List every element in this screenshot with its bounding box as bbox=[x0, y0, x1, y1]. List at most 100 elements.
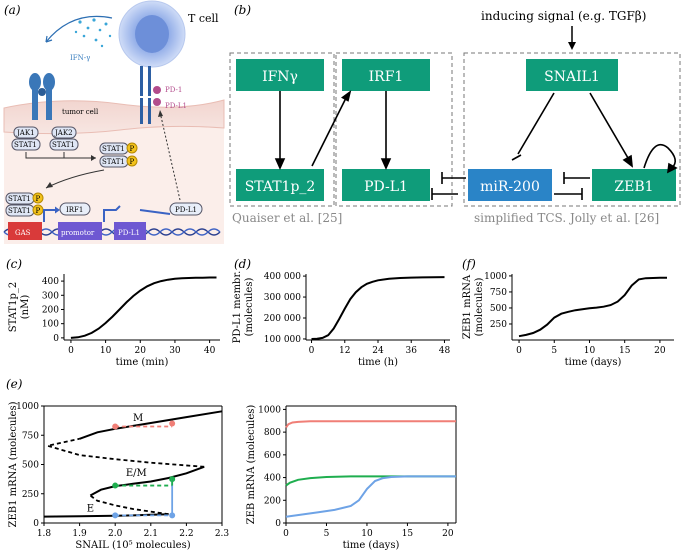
y-tick-label: 250 bbox=[490, 320, 507, 330]
x-axis-label: SNAIL (10⁵ molecules) bbox=[75, 540, 190, 551]
series-line-0 bbox=[285, 420, 456, 429]
y-tick-label: 100 bbox=[42, 320, 59, 330]
stat1n-label-2: STAT1 bbox=[8, 207, 31, 215]
y-tick-label: 200 bbox=[42, 305, 59, 315]
y-axis-label-line2: (nM) bbox=[20, 295, 31, 320]
panel-d-chart: 0 12 24 36 48 100 000 200 000 300 000 400 000 tim… bbox=[232, 257, 450, 368]
panel-a-label: (a) bbox=[4, 3, 21, 17]
caption-quaiser: Quaiser et al. [25] bbox=[232, 211, 342, 225]
y-tick-label: 300 000 bbox=[264, 293, 301, 303]
panel-a-illustration: (a) T cell PD-1 PD-L1 IFN-γ tumor cell J… bbox=[3, 0, 225, 244]
svg-text:SNAIL1: SNAIL1 bbox=[544, 69, 600, 85]
x-tick-label: 40 bbox=[204, 346, 216, 356]
promotor-label: promotor bbox=[61, 229, 95, 237]
caption-jolly: simplified TCS. Jolly et al. [26] bbox=[474, 211, 659, 225]
x-tick-label: 20 bbox=[442, 529, 454, 539]
ifn-receptor bbox=[29, 73, 55, 120]
y-tick-label: 0 bbox=[275, 519, 281, 529]
node-snail1: SNAIL1 bbox=[526, 59, 618, 91]
x-tick-label: 20 bbox=[654, 346, 666, 356]
panel-e-bifurcation-chart: 1.8 1.9 2.0 2.1 2.2 2.3 0 250 500 750 1000 SNAIL (1… bbox=[6, 377, 230, 551]
x-tick-label: 24 bbox=[372, 346, 384, 356]
x-tick-label: 2.0 bbox=[108, 529, 123, 539]
x-tick-label: 36 bbox=[406, 346, 418, 356]
state-marker bbox=[169, 512, 176, 519]
jak2-label: JAK2 bbox=[54, 129, 73, 137]
node-zeb1: ZEB1 bbox=[592, 169, 676, 201]
series-line-4 bbox=[79, 410, 223, 440]
x-tick-label: 5 bbox=[551, 346, 557, 356]
annotation-e: E bbox=[87, 503, 94, 514]
gas-label: GAS bbox=[15, 229, 31, 237]
panel-label: (e) bbox=[6, 377, 23, 391]
series-line-1 bbox=[89, 494, 169, 516]
series-line-0 bbox=[43, 513, 169, 518]
y-tick-label: 1000 bbox=[16, 402, 39, 412]
node-ifng: IFNγ bbox=[236, 59, 324, 91]
x-tick-label: 15 bbox=[619, 346, 631, 356]
x-axis-label: time (days) bbox=[565, 357, 622, 368]
y-tick-label: 500 bbox=[490, 304, 507, 314]
node-mir-200: miR-200 bbox=[468, 169, 552, 201]
phospho-p-2: P bbox=[130, 158, 135, 166]
svg-text:PD-L1: PD-L1 bbox=[364, 179, 408, 195]
x-tick-label: 2.3 bbox=[215, 529, 230, 539]
x-axis-label: time (days) bbox=[343, 540, 400, 551]
y-axis-label-line2: (molecules) bbox=[474, 278, 485, 337]
series-line-0 bbox=[518, 276, 667, 338]
svg-text:IFNγ: IFNγ bbox=[262, 69, 298, 85]
phospho-p-3: P bbox=[36, 195, 41, 203]
x-tick-label: 0 bbox=[516, 346, 522, 356]
jak1-label: JAK1 bbox=[16, 129, 35, 137]
y-axis-label: ZEB1 mRNA (molecules) bbox=[8, 401, 19, 527]
y-tick-label: 200 000 bbox=[264, 314, 301, 324]
series-line-2 bbox=[89, 465, 205, 497]
svg-text:miR-200: miR-200 bbox=[480, 179, 540, 195]
x-tick-label: 0 bbox=[309, 346, 315, 356]
panel-label: (c) bbox=[6, 257, 22, 271]
series-line-0 bbox=[70, 276, 217, 339]
y-axis-label-line1: ZEB1 mRNA bbox=[462, 274, 473, 339]
node-pd-l1: PD-L1 bbox=[342, 169, 430, 201]
state-marker bbox=[112, 423, 119, 430]
x-tick-label: 2.2 bbox=[179, 529, 193, 539]
svg-text:IRF1: IRF1 bbox=[369, 69, 404, 85]
tumor-cell-membrane bbox=[3, 99, 225, 135]
x-tick-label: 30 bbox=[169, 346, 181, 356]
stat1-label-2: STAT1 bbox=[52, 141, 75, 149]
pd-l1-mrna-label: PD-L1 bbox=[175, 206, 197, 214]
stat1p-label-2: STAT1 bbox=[102, 158, 125, 166]
ifn-gamma-label: IFN-γ bbox=[70, 54, 90, 62]
annotation-m: M bbox=[133, 413, 143, 424]
y-tick-label: 750 bbox=[490, 288, 507, 298]
series-line-2 bbox=[285, 475, 456, 518]
series-line-0 bbox=[311, 276, 445, 340]
stat1p-label-1: STAT1 bbox=[102, 145, 125, 153]
node-stat1p2: STAT1p_2 bbox=[236, 169, 324, 201]
x-tick-label: 15 bbox=[402, 529, 414, 539]
group-box-quaiser-b bbox=[335, 52, 453, 207]
y-tick-label: 250 bbox=[22, 490, 39, 500]
annotation-em: E/M bbox=[126, 468, 147, 479]
phospho-p-1: P bbox=[130, 145, 135, 153]
tumor-cell-label: tumor cell bbox=[62, 108, 99, 116]
y-tick-label: 100 000 bbox=[264, 335, 301, 345]
pd-l1-label: PD-L1 bbox=[165, 102, 187, 110]
phospho-p-4: P bbox=[36, 207, 41, 215]
x-tick-label: 5 bbox=[324, 529, 330, 539]
y-axis-label-line2: (molecules) bbox=[244, 278, 255, 337]
y-tick-label: 200 bbox=[264, 496, 281, 506]
x-tick-label: 2.1 bbox=[144, 529, 158, 539]
y-tick-label: 750 bbox=[22, 431, 39, 441]
group-box-quaiser-a bbox=[229, 52, 335, 207]
x-tick-label: 0 bbox=[68, 346, 74, 356]
y-tick-label: 1000 bbox=[258, 405, 281, 415]
x-tick-label: 10 bbox=[584, 346, 596, 356]
y-tick-label: 400 000 bbox=[264, 272, 301, 282]
x-tick-label: 10 bbox=[361, 529, 373, 539]
y-tick-label: 400 bbox=[42, 277, 59, 287]
x-tick-label: 10 bbox=[100, 346, 112, 356]
x-axis-label: time (min) bbox=[116, 357, 169, 368]
